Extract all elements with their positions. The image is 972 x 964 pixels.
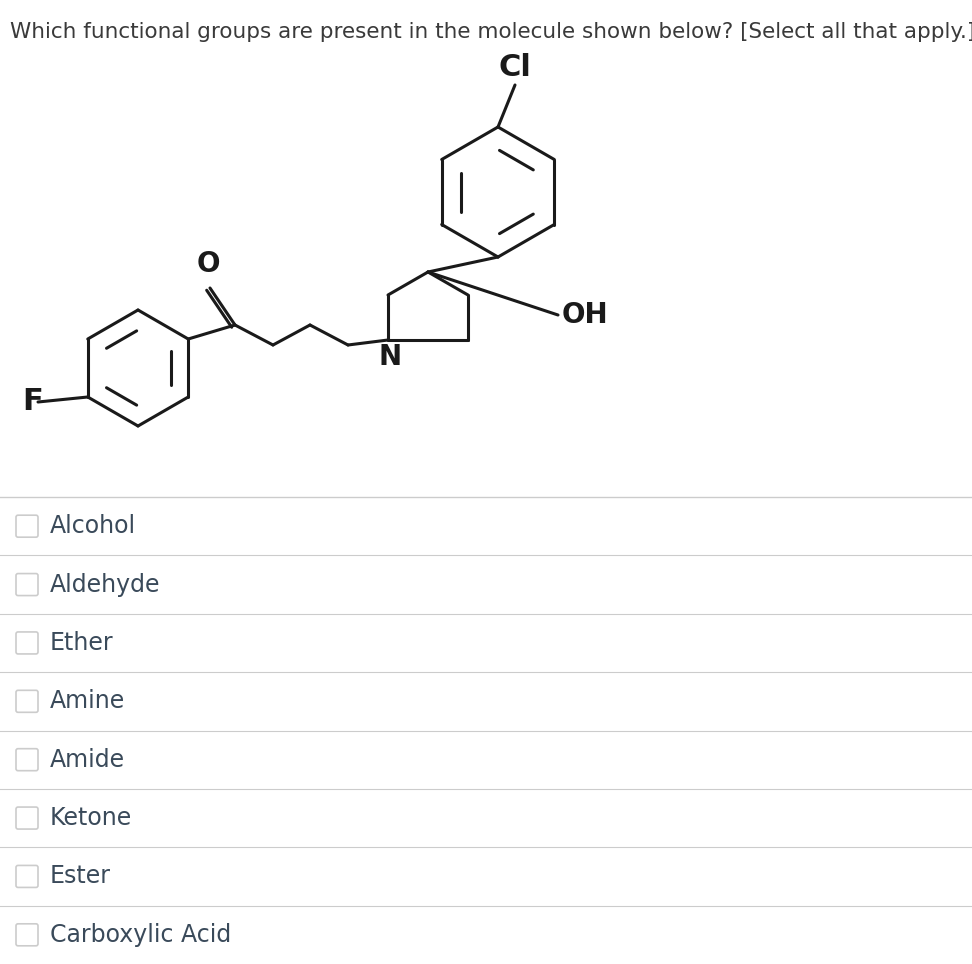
Text: Amine: Amine [50, 689, 125, 713]
FancyBboxPatch shape [16, 574, 38, 596]
Text: Carboxylic Acid: Carboxylic Acid [50, 923, 231, 947]
Text: Ester: Ester [50, 865, 111, 889]
Text: Which functional groups are present in the molecule shown below? [Select all tha: Which functional groups are present in t… [10, 22, 972, 42]
Text: Ether: Ether [50, 630, 114, 655]
FancyBboxPatch shape [16, 924, 38, 946]
Text: Amide: Amide [50, 748, 125, 772]
FancyBboxPatch shape [16, 632, 38, 654]
Text: N: N [378, 343, 401, 371]
Text: Alcohol: Alcohol [50, 514, 136, 538]
Text: Ketone: Ketone [50, 806, 132, 830]
FancyBboxPatch shape [16, 749, 38, 770]
Text: O: O [196, 250, 220, 278]
FancyBboxPatch shape [16, 807, 38, 829]
Text: Aldehyde: Aldehyde [50, 573, 160, 597]
Text: Cl: Cl [499, 53, 532, 82]
FancyBboxPatch shape [16, 866, 38, 888]
FancyBboxPatch shape [16, 690, 38, 712]
Text: OH: OH [562, 301, 608, 329]
FancyBboxPatch shape [16, 515, 38, 537]
Text: F: F [22, 388, 43, 416]
